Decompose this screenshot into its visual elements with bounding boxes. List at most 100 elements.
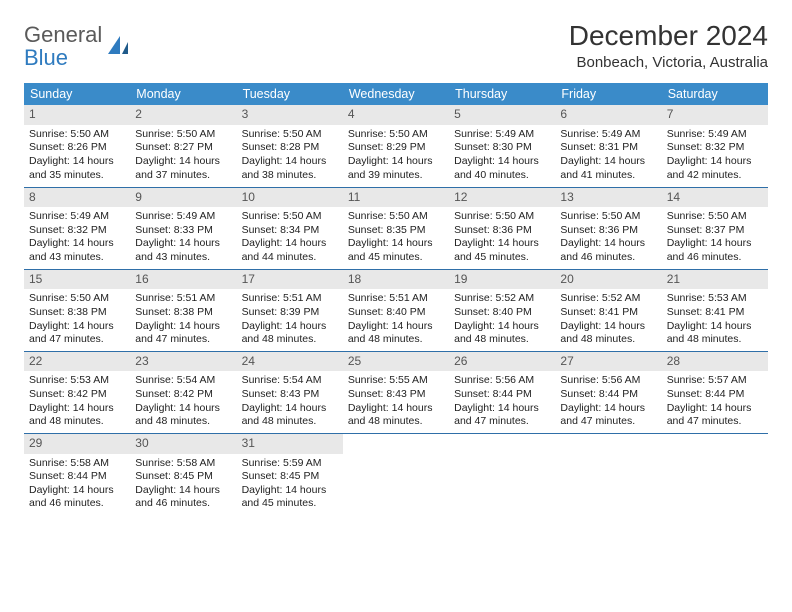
day-body: Sunrise: 5:58 AMSunset: 8:45 PMDaylight:…: [130, 454, 236, 516]
daylight-line: Daylight: 14 hours and 48 minutes.: [667, 320, 763, 347]
day-number: 15: [24, 270, 130, 290]
calendar-cell: 28Sunrise: 5:57 AMSunset: 8:44 PMDayligh…: [662, 351, 768, 433]
calendar-cell: 23Sunrise: 5:54 AMSunset: 8:42 PMDayligh…: [130, 351, 236, 433]
day-number: 14: [662, 188, 768, 208]
calendar-row: 15Sunrise: 5:50 AMSunset: 8:38 PMDayligh…: [24, 269, 768, 351]
day-body: Sunrise: 5:50 AMSunset: 8:35 PMDaylight:…: [343, 207, 449, 269]
calendar-cell: 4Sunrise: 5:50 AMSunset: 8:29 PMDaylight…: [343, 105, 449, 187]
sunrise-line: Sunrise: 5:49 AM: [135, 210, 231, 224]
day-body: Sunrise: 5:53 AMSunset: 8:42 PMDaylight:…: [24, 371, 130, 433]
calendar-cell: 5Sunrise: 5:49 AMSunset: 8:30 PMDaylight…: [449, 105, 555, 187]
daylight-line: Daylight: 14 hours and 45 minutes.: [348, 237, 444, 264]
weekday-header: Thursday: [449, 83, 555, 105]
calendar-cell: 6Sunrise: 5:49 AMSunset: 8:31 PMDaylight…: [555, 105, 661, 187]
calendar-cell: 3Sunrise: 5:50 AMSunset: 8:28 PMDaylight…: [237, 105, 343, 187]
weekday-header: Wednesday: [343, 83, 449, 105]
daylight-line: Daylight: 14 hours and 47 minutes.: [560, 402, 656, 429]
sunset-line: Sunset: 8:26 PM: [29, 141, 125, 155]
day-number: 1: [24, 105, 130, 125]
day-number: 25: [343, 352, 449, 372]
sunset-line: Sunset: 8:34 PM: [242, 224, 338, 238]
sunrise-line: Sunrise: 5:49 AM: [454, 128, 550, 142]
day-number: 11: [343, 188, 449, 208]
calendar-cell: 15Sunrise: 5:50 AMSunset: 8:38 PMDayligh…: [24, 269, 130, 351]
daylight-line: Daylight: 14 hours and 45 minutes.: [242, 484, 338, 511]
day-number: 17: [237, 270, 343, 290]
sunset-line: Sunset: 8:42 PM: [29, 388, 125, 402]
calendar-table: SundayMondayTuesdayWednesdayThursdayFrid…: [24, 83, 768, 515]
sunrise-line: Sunrise: 5:49 AM: [29, 210, 125, 224]
day-body: Sunrise: 5:49 AMSunset: 8:33 PMDaylight:…: [130, 207, 236, 269]
sunset-line: Sunset: 8:37 PM: [667, 224, 763, 238]
day-number: 26: [449, 352, 555, 372]
day-number: 5: [449, 105, 555, 125]
daylight-line: Daylight: 14 hours and 48 minutes.: [348, 402, 444, 429]
sunrise-line: Sunrise: 5:50 AM: [135, 128, 231, 142]
day-number: 3: [237, 105, 343, 125]
day-number: 16: [130, 270, 236, 290]
daylight-line: Daylight: 14 hours and 46 minutes.: [667, 237, 763, 264]
day-body: Sunrise: 5:54 AMSunset: 8:42 PMDaylight:…: [130, 371, 236, 433]
sunset-line: Sunset: 8:43 PM: [348, 388, 444, 402]
day-body: Sunrise: 5:50 AMSunset: 8:29 PMDaylight:…: [343, 125, 449, 187]
sunrise-line: Sunrise: 5:53 AM: [667, 292, 763, 306]
day-number: 4: [343, 105, 449, 125]
day-number: 27: [555, 352, 661, 372]
sunrise-line: Sunrise: 5:53 AM: [29, 374, 125, 388]
sunrise-line: Sunrise: 5:50 AM: [348, 128, 444, 142]
title-block: December 2024 Bonbeach, Victoria, Austra…: [569, 20, 768, 71]
sunset-line: Sunset: 8:35 PM: [348, 224, 444, 238]
day-number: 18: [343, 270, 449, 290]
day-body: Sunrise: 5:53 AMSunset: 8:41 PMDaylight:…: [662, 289, 768, 351]
day-body: Sunrise: 5:50 AMSunset: 8:27 PMDaylight:…: [130, 125, 236, 187]
sunset-line: Sunset: 8:40 PM: [454, 306, 550, 320]
day-number: 22: [24, 352, 130, 372]
day-number: 13: [555, 188, 661, 208]
daylight-line: Daylight: 14 hours and 46 minutes.: [135, 484, 231, 511]
header: General Blue December 2024 Bonbeach, Vic…: [24, 20, 768, 71]
calendar-cell: 21Sunrise: 5:53 AMSunset: 8:41 PMDayligh…: [662, 269, 768, 351]
sunset-line: Sunset: 8:41 PM: [560, 306, 656, 320]
sunrise-line: Sunrise: 5:54 AM: [135, 374, 231, 388]
day-body: Sunrise: 5:49 AMSunset: 8:30 PMDaylight:…: [449, 125, 555, 187]
daylight-line: Daylight: 14 hours and 47 minutes.: [29, 320, 125, 347]
sunset-line: Sunset: 8:42 PM: [135, 388, 231, 402]
calendar-cell: 9Sunrise: 5:49 AMSunset: 8:33 PMDaylight…: [130, 187, 236, 269]
sunrise-line: Sunrise: 5:50 AM: [667, 210, 763, 224]
weekday-header: Saturday: [662, 83, 768, 105]
calendar-cell: 24Sunrise: 5:54 AMSunset: 8:43 PMDayligh…: [237, 351, 343, 433]
weekday-header-row: SundayMondayTuesdayWednesdayThursdayFrid…: [24, 83, 768, 105]
sunrise-line: Sunrise: 5:50 AM: [242, 210, 338, 224]
sunset-line: Sunset: 8:45 PM: [242, 470, 338, 484]
day-body: Sunrise: 5:49 AMSunset: 8:31 PMDaylight:…: [555, 125, 661, 187]
day-body: Sunrise: 5:49 AMSunset: 8:32 PMDaylight:…: [662, 125, 768, 187]
day-body: Sunrise: 5:50 AMSunset: 8:38 PMDaylight:…: [24, 289, 130, 351]
day-body: Sunrise: 5:59 AMSunset: 8:45 PMDaylight:…: [237, 454, 343, 516]
daylight-line: Daylight: 14 hours and 42 minutes.: [667, 155, 763, 182]
sunset-line: Sunset: 8:28 PM: [242, 141, 338, 155]
calendar-cell: 13Sunrise: 5:50 AMSunset: 8:36 PMDayligh…: [555, 187, 661, 269]
daylight-line: Daylight: 14 hours and 46 minutes.: [29, 484, 125, 511]
day-body: Sunrise: 5:50 AMSunset: 8:36 PMDaylight:…: [555, 207, 661, 269]
sunrise-line: Sunrise: 5:50 AM: [454, 210, 550, 224]
day-body: Sunrise: 5:52 AMSunset: 8:41 PMDaylight:…: [555, 289, 661, 351]
daylight-line: Daylight: 14 hours and 48 minutes.: [348, 320, 444, 347]
day-body: Sunrise: 5:50 AMSunset: 8:28 PMDaylight:…: [237, 125, 343, 187]
day-number: 28: [662, 352, 768, 372]
sunrise-line: Sunrise: 5:58 AM: [135, 457, 231, 471]
day-body: Sunrise: 5:51 AMSunset: 8:38 PMDaylight:…: [130, 289, 236, 351]
sunset-line: Sunset: 8:31 PM: [560, 141, 656, 155]
sunset-line: Sunset: 8:36 PM: [560, 224, 656, 238]
day-body: Sunrise: 5:54 AMSunset: 8:43 PMDaylight:…: [237, 371, 343, 433]
calendar-cell: 2Sunrise: 5:50 AMSunset: 8:27 PMDaylight…: [130, 105, 236, 187]
calendar-cell: [343, 433, 449, 515]
weekday-header: Monday: [130, 83, 236, 105]
day-body: Sunrise: 5:51 AMSunset: 8:40 PMDaylight:…: [343, 289, 449, 351]
sunrise-line: Sunrise: 5:56 AM: [454, 374, 550, 388]
calendar-cell: 16Sunrise: 5:51 AMSunset: 8:38 PMDayligh…: [130, 269, 236, 351]
sunrise-line: Sunrise: 5:50 AM: [560, 210, 656, 224]
calendar-body: 1 Sunrise: 5:50 AM Sunset: 8:26 PM Daylight…: [24, 105, 768, 515]
calendar-page: General Blue December 2024 Bonbeach, Vic…: [0, 0, 792, 535]
daylight-line: Daylight: 14 hours and 45 minutes.: [454, 237, 550, 264]
day-number: 19: [449, 270, 555, 290]
